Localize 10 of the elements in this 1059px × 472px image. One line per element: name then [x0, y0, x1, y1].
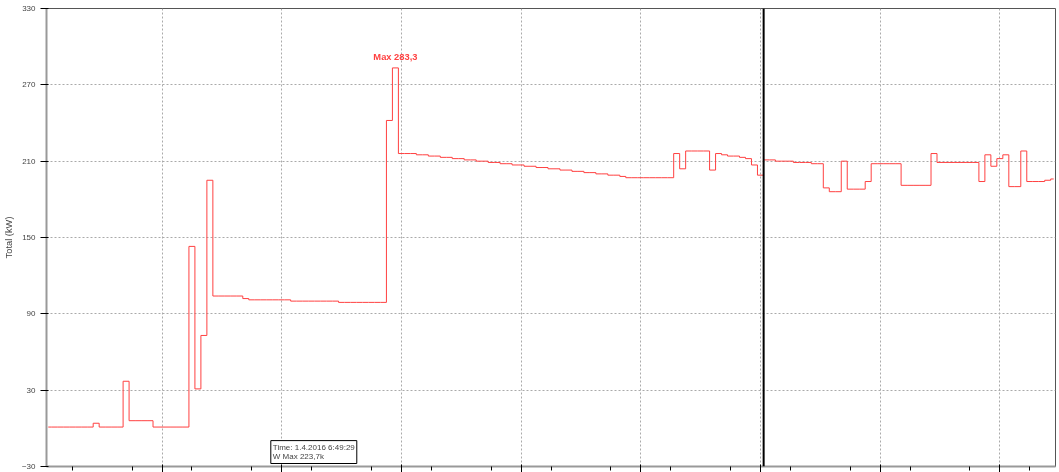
- y-tick-label: 90: [26, 309, 37, 319]
- y-tick-label: 30: [26, 385, 37, 395]
- annotation: Max 283,3: [373, 51, 418, 62]
- y-tick-label: 270: [22, 80, 37, 90]
- y-axis-title: Total (kW): [3, 216, 14, 259]
- y-tick-label: 210: [22, 156, 37, 166]
- annotation: Time: 1.4.2016 6:49:29 W Max 223,7k: [272, 442, 356, 462]
- y-tick-label: 330: [22, 4, 37, 13]
- y-tick-label: −30: [21, 462, 37, 471]
- y-tick-label: 150: [22, 233, 37, 242]
